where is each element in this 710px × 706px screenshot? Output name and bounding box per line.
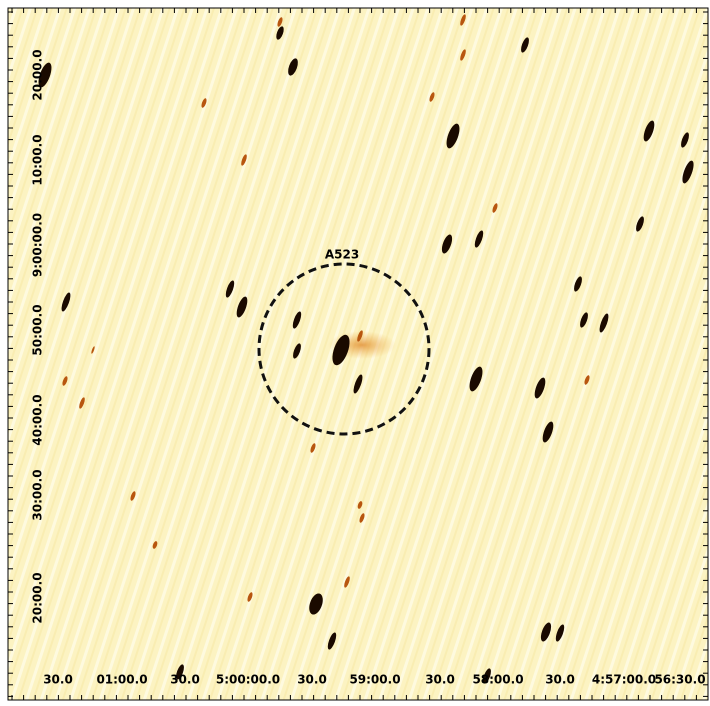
x-tick-label: 4:57:00.0 bbox=[592, 673, 656, 687]
y-tick-label: 20:00.0 bbox=[31, 49, 45, 100]
x-tick-label: 30.0 bbox=[170, 673, 200, 687]
y-tick-label: 10:00.0 bbox=[31, 134, 45, 185]
x-tick-label: 59:00.0 bbox=[349, 673, 400, 687]
x-tick-label: 30.0 bbox=[43, 673, 73, 687]
x-tick-label: 30.0 bbox=[297, 673, 327, 687]
annotation: A523 bbox=[325, 248, 359, 262]
sky-image: A523 30.0 01:00.0 30.0 5:00:00.0 30.0 59:00.0… bbox=[0, 0, 710, 706]
y-tick-label: 30:00.0 bbox=[31, 469, 45, 520]
x-tick-label: 5:00:00.0 bbox=[216, 673, 280, 687]
y-tick-label: 9:00:00.0 bbox=[31, 213, 45, 277]
x-tick-label: 01:00.0 bbox=[96, 673, 147, 687]
y-tick-label: 40:00.0 bbox=[31, 394, 45, 445]
x-tick-label: 56:30.0 bbox=[654, 673, 705, 687]
x-tick-label: 30.0 bbox=[425, 673, 455, 687]
y-tick-label: 50:00.0 bbox=[31, 304, 45, 355]
x-tick-label: 30.0 bbox=[545, 673, 575, 687]
y-tick-label: 20:00.0 bbox=[31, 572, 45, 623]
x-tick-label: 58:00.0 bbox=[472, 673, 523, 687]
